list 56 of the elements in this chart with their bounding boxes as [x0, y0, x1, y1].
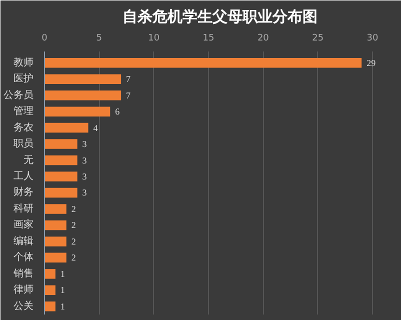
data-label: 3: [82, 155, 88, 166]
bar: [44, 74, 122, 84]
y-tick-label: 务农: [14, 121, 34, 134]
data-label: 3: [82, 172, 88, 182]
data-label: 1: [60, 268, 65, 279]
bar: [44, 172, 78, 182]
bar: [44, 285, 56, 296]
bar: [44, 106, 110, 116]
x-tick-label: 25: [312, 34, 324, 44]
y-tick-label: 管理: [14, 106, 34, 118]
y-tick-label: 律师: [14, 284, 34, 296]
data-label: 2: [71, 236, 76, 246]
data-label: 1: [60, 285, 65, 296]
y-tick-label: 画家: [14, 218, 34, 231]
bar: [44, 204, 66, 214]
x-tick-label: 10: [148, 34, 160, 44]
y-tick-label: 教师: [14, 57, 34, 68]
y-tick-label: 医护: [14, 72, 34, 85]
bar: [44, 302, 56, 312]
y-tick-label: 个体: [14, 251, 34, 264]
bar: [44, 122, 88, 133]
x-tick-label: 15: [202, 34, 214, 44]
x-tick-label: 20: [257, 34, 270, 44]
x-tick-label: 0: [42, 34, 48, 44]
y-tick-label: 财务: [14, 186, 34, 198]
y-tick-label: 销售: [12, 267, 34, 280]
bar: [44, 90, 122, 100]
bar: [44, 139, 78, 149]
bar: [44, 188, 78, 198]
data-label: 3: [82, 188, 88, 198]
y-tick-label: 科研: [14, 202, 34, 214]
bar: [44, 269, 56, 279]
x-tick-label: 30: [366, 34, 379, 44]
y-tick-label: 工人: [14, 171, 34, 182]
y-tick-label: 公务员: [4, 88, 34, 101]
data-label: 2: [71, 204, 76, 214]
data-label: 2: [71, 252, 76, 263]
data-label: 7: [126, 74, 132, 84]
data-label: 3: [82, 139, 88, 150]
data-label: 2: [71, 220, 76, 230]
y-tick-label: 职员: [14, 138, 34, 150]
data-label: 29: [366, 58, 376, 68]
bar: [44, 236, 66, 246]
bar: [44, 155, 78, 166]
chart-title: 自杀危机学生父母职业分布图: [122, 8, 318, 26]
y-tick-label: 无: [24, 154, 34, 166]
data-label: 1: [60, 301, 65, 312]
y-tick-label: 公关: [14, 300, 34, 312]
data-label: 7: [126, 90, 132, 100]
bar: [44, 58, 362, 68]
y-tick-label: 编辑: [14, 234, 34, 247]
bar: [44, 220, 66, 230]
data-label: 6: [115, 106, 120, 117]
bar: [44, 252, 66, 263]
data-label: 4: [93, 122, 98, 133]
x-tick-label: 5: [96, 34, 102, 44]
